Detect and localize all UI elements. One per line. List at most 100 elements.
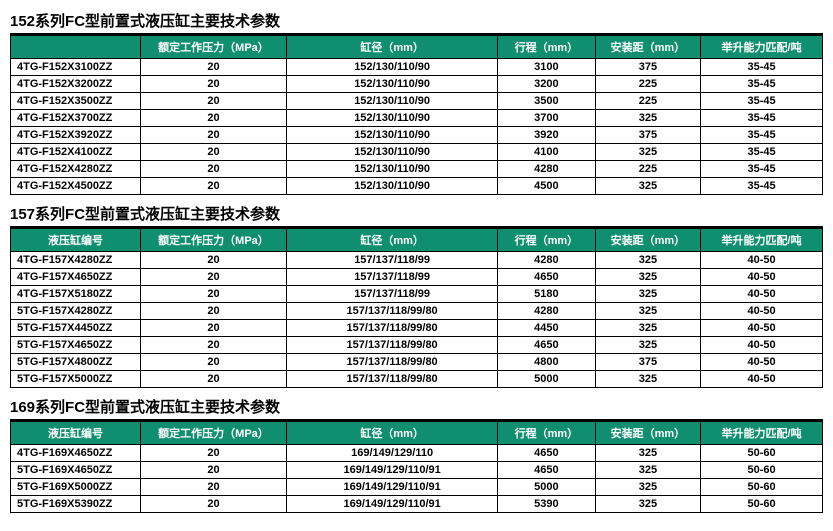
cell-stroke: 4650 bbox=[498, 269, 595, 286]
cell-capacity: 35-45 bbox=[701, 110, 823, 127]
col-header-model bbox=[11, 36, 141, 59]
section-title: 152系列FC型前置式液压缸主要技术参数 bbox=[10, 10, 823, 35]
cell-model: 4TG-F152X3700ZZ bbox=[11, 110, 141, 127]
cell-install: 225 bbox=[595, 161, 701, 178]
cell-pressure: 20 bbox=[140, 144, 286, 161]
cell-install: 325 bbox=[595, 462, 701, 479]
cell-bore: 152/130/110/90 bbox=[287, 76, 498, 93]
col-header-model: 液压缸编号 bbox=[11, 229, 141, 252]
cell-bore: 157/137/118/99/80 bbox=[287, 337, 498, 354]
cell-pressure: 20 bbox=[140, 320, 286, 337]
col-header-bore: 缸径（mm） bbox=[287, 229, 498, 252]
table-row: 5TG-F169X5000ZZ20169/149/129/110/9150003… bbox=[11, 479, 823, 496]
table-row: 5TG-F157X4800ZZ20157/137/118/99/80480037… bbox=[11, 354, 823, 371]
cell-pressure: 20 bbox=[140, 93, 286, 110]
cell-pressure: 20 bbox=[140, 354, 286, 371]
table-row: 5TG-F157X5000ZZ20157/137/118/99/80500032… bbox=[11, 371, 823, 388]
cell-capacity: 35-45 bbox=[701, 178, 823, 195]
cell-stroke: 3200 bbox=[498, 76, 595, 93]
cell-model: 4TG-F152X3100ZZ bbox=[11, 59, 141, 76]
cell-model: 4TG-F152X3500ZZ bbox=[11, 93, 141, 110]
cell-capacity: 35-45 bbox=[701, 59, 823, 76]
col-header-pressure: 额定工作压力（MPa） bbox=[140, 229, 286, 252]
page-container: 152系列FC型前置式液压缸主要技术参数额定工作压力（MPa）缸径（mm）行程（… bbox=[10, 10, 823, 513]
cell-stroke: 5000 bbox=[498, 479, 595, 496]
cell-capacity: 35-45 bbox=[701, 144, 823, 161]
cell-bore: 169/149/129/110/91 bbox=[287, 479, 498, 496]
cell-stroke: 4280 bbox=[498, 161, 595, 178]
cell-install: 375 bbox=[595, 59, 701, 76]
table-row: 5TG-F157X4650ZZ20157/137/118/99/80465032… bbox=[11, 337, 823, 354]
cell-install: 325 bbox=[595, 303, 701, 320]
col-header-capacity: 举升能力匹配/吨 bbox=[701, 229, 823, 252]
cell-bore: 157/137/118/99/80 bbox=[287, 320, 498, 337]
cell-pressure: 20 bbox=[140, 479, 286, 496]
cell-model: 4TG-F157X5180ZZ bbox=[11, 286, 141, 303]
table-row: 4TG-F152X3200ZZ20152/130/110/90320022535… bbox=[11, 76, 823, 93]
cell-model: 5TG-F169X5390ZZ bbox=[11, 496, 141, 513]
cell-model: 4TG-F157X4650ZZ bbox=[11, 269, 141, 286]
section-title: 157系列FC型前置式液压缸主要技术参数 bbox=[10, 203, 823, 228]
table-row: 4TG-F152X3100ZZ20152/130/110/90310037535… bbox=[11, 59, 823, 76]
col-header-stroke: 行程（mm） bbox=[498, 229, 595, 252]
table-row: 5TG-F169X4650ZZ20169/149/129/110/9146503… bbox=[11, 462, 823, 479]
spec-table: 液压缸编号额定工作压力（MPa）缸径（mm）行程（mm）安装距（mm）举升能力匹… bbox=[10, 228, 823, 388]
table-header-row: 液压缸编号额定工作压力（MPa）缸径（mm）行程（mm）安装距（mm）举升能力匹… bbox=[11, 422, 823, 445]
cell-install: 325 bbox=[595, 337, 701, 354]
cell-capacity: 40-50 bbox=[701, 371, 823, 388]
table-row: 5TG-F157X4450ZZ20157/137/118/99/80445032… bbox=[11, 320, 823, 337]
cell-bore: 152/130/110/90 bbox=[287, 59, 498, 76]
table-row: 4TG-F152X4500ZZ20152/130/110/90450032535… bbox=[11, 178, 823, 195]
cell-model: 5TG-F169X5000ZZ bbox=[11, 479, 141, 496]
col-header-stroke: 行程（mm） bbox=[498, 422, 595, 445]
cell-bore: 152/130/110/90 bbox=[287, 178, 498, 195]
table-row: 4TG-F169X4650ZZ20169/149/129/11046503255… bbox=[11, 445, 823, 462]
cell-model: 4TG-F152X3200ZZ bbox=[11, 76, 141, 93]
cell-stroke: 4450 bbox=[498, 320, 595, 337]
cell-stroke: 5180 bbox=[498, 286, 595, 303]
cell-capacity: 35-45 bbox=[701, 93, 823, 110]
table-row: 4TG-F157X5180ZZ20157/137/118/99518032540… bbox=[11, 286, 823, 303]
cell-stroke: 4800 bbox=[498, 354, 595, 371]
cell-pressure: 20 bbox=[140, 337, 286, 354]
cell-stroke: 3700 bbox=[498, 110, 595, 127]
cell-pressure: 20 bbox=[140, 445, 286, 462]
cell-capacity: 40-50 bbox=[701, 303, 823, 320]
cell-install: 325 bbox=[595, 110, 701, 127]
cell-stroke: 4500 bbox=[498, 178, 595, 195]
table-row: 4TG-F157X4650ZZ20157/137/118/99465032540… bbox=[11, 269, 823, 286]
table-row: 4TG-F152X3700ZZ20152/130/110/90370032535… bbox=[11, 110, 823, 127]
spec-table: 液压缸编号额定工作压力（MPa）缸径（mm）行程（mm）安装距（mm）举升能力匹… bbox=[10, 421, 823, 513]
cell-model: 5TG-F169X4650ZZ bbox=[11, 462, 141, 479]
cell-bore: 152/130/110/90 bbox=[287, 127, 498, 144]
cell-install: 325 bbox=[595, 496, 701, 513]
cell-model: 4TG-F152X4100ZZ bbox=[11, 144, 141, 161]
cell-bore: 169/149/129/110 bbox=[287, 445, 498, 462]
cell-install: 325 bbox=[595, 445, 701, 462]
cell-model: 4TG-F152X3920ZZ bbox=[11, 127, 141, 144]
cell-capacity: 35-45 bbox=[701, 127, 823, 144]
cell-model: 4TG-F152X4280ZZ bbox=[11, 161, 141, 178]
cell-stroke: 4280 bbox=[498, 303, 595, 320]
cell-pressure: 20 bbox=[140, 127, 286, 144]
cell-install: 225 bbox=[595, 93, 701, 110]
col-header-install: 安装距（mm） bbox=[595, 36, 701, 59]
cell-bore: 157/137/118/99/80 bbox=[287, 371, 498, 388]
cell-capacity: 40-50 bbox=[701, 252, 823, 269]
cell-pressure: 20 bbox=[140, 76, 286, 93]
table-header-row: 额定工作压力（MPa）缸径（mm）行程（mm）安装距（mm）举升能力匹配/吨 bbox=[11, 36, 823, 59]
cell-install: 325 bbox=[595, 320, 701, 337]
spec-section: 169系列FC型前置式液压缸主要技术参数液压缸编号额定工作压力（MPa）缸径（m… bbox=[10, 396, 823, 513]
table-row: 4TG-F152X3500ZZ20152/130/110/90350022535… bbox=[11, 93, 823, 110]
cell-capacity: 40-50 bbox=[701, 269, 823, 286]
spec-table: 额定工作压力（MPa）缸径（mm）行程（mm）安装距（mm）举升能力匹配/吨4T… bbox=[10, 35, 823, 195]
cell-stroke: 3920 bbox=[498, 127, 595, 144]
cell-install: 375 bbox=[595, 354, 701, 371]
cell-model: 5TG-F157X4650ZZ bbox=[11, 337, 141, 354]
cell-model: 4TG-F169X4650ZZ bbox=[11, 445, 141, 462]
cell-stroke: 3100 bbox=[498, 59, 595, 76]
cell-install: 325 bbox=[595, 252, 701, 269]
cell-capacity: 50-60 bbox=[701, 479, 823, 496]
cell-bore: 152/130/110/90 bbox=[287, 93, 498, 110]
col-header-bore: 缸径（mm） bbox=[287, 422, 498, 445]
